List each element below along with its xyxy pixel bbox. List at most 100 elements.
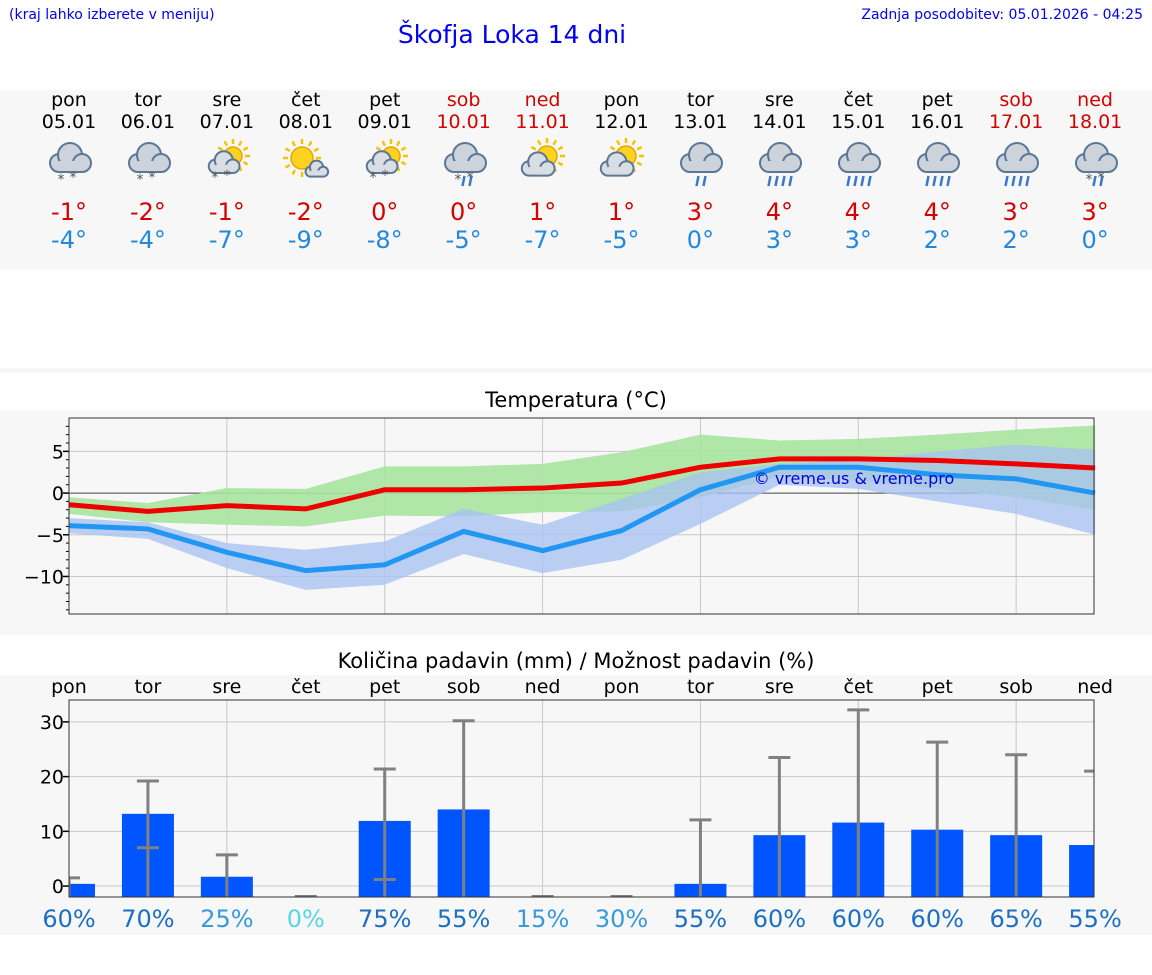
day-name: sre: [764, 89, 794, 111]
cloud-rain-icon: [680, 142, 724, 187]
cloud-sleet-icon: * *: [443, 142, 487, 188]
precip-bar: [69, 883, 95, 897]
day-name: tor: [134, 89, 162, 111]
day-column: sre 14.01: [729, 89, 829, 133]
precip-probability: 15%: [516, 905, 569, 933]
temp-min: -9°: [287, 226, 324, 254]
day-date: 06.01: [120, 111, 176, 133]
error-bar: [689, 818, 712, 897]
sun-cloud-icon: [520, 138, 565, 177]
day-column: sre 07.01: [177, 89, 277, 133]
x-tick-label: pet: [922, 676, 953, 698]
error-bar: [926, 740, 949, 897]
precip-probability: 55%: [437, 905, 490, 933]
y-tick-label: 10: [40, 821, 64, 843]
day-column: čet 15.01: [808, 89, 908, 133]
x-tick-label: pet: [369, 676, 400, 698]
day-name: ned: [524, 89, 561, 111]
day-column: ned 18.01: [1045, 89, 1145, 133]
svg-text:*: *: [454, 172, 461, 188]
day-column: čet 08.01: [256, 89, 356, 133]
temp-max: 3°: [686, 198, 715, 226]
day-column: tor 13.01: [650, 89, 750, 133]
day-column: sob 10.01: [414, 89, 514, 133]
precip-probability: 70%: [121, 905, 174, 933]
watermark: © vreme.us & vreme.pro: [754, 469, 955, 488]
day-name: sre: [212, 89, 242, 111]
precip-probability: 65%: [989, 905, 1042, 933]
precip-probability: 60%: [753, 905, 806, 933]
precip-probability: 0%: [287, 905, 325, 933]
y-tick-label: 0: [52, 876, 64, 898]
y-tick-label: 0: [52, 483, 64, 505]
day-date: 17.01: [988, 111, 1044, 133]
temp-min: 2°: [1002, 226, 1030, 254]
svg-text:*: *: [369, 170, 376, 186]
precip-probability: 55%: [1068, 905, 1121, 933]
location-hint: (kraj lahko izberete v meniju): [9, 7, 215, 23]
precip-probability: 30%: [595, 905, 648, 933]
day-date: 09.01: [357, 111, 412, 133]
x-tick-label: tor: [134, 676, 161, 698]
sun-cloud-snow-icon: * *: [207, 139, 250, 186]
divider: [0, 368, 1152, 373]
error-bar: [1005, 753, 1028, 897]
precip-probability: 60%: [911, 905, 964, 933]
temperature-chart: 5 0 −5 −10 © vreme.us & vreme.pro: [24, 417, 1096, 615]
sun-cloud-icon: [599, 138, 644, 177]
x-tick-label: čet: [291, 676, 321, 698]
day-name: sob: [999, 89, 1033, 111]
error-bar: [373, 767, 396, 897]
precip-probability: 60%: [42, 905, 95, 933]
sun-small-cloud-icon: [282, 139, 329, 178]
day-name: pet: [921, 89, 953, 111]
temperature-chart-title: Temperatura (°C): [485, 388, 667, 412]
temp-max: 4°: [844, 198, 872, 226]
day-date: 13.01: [673, 111, 728, 133]
temp-min: 2°: [923, 226, 951, 254]
svg-text:*: *: [466, 170, 473, 186]
temp-max: -1°: [51, 198, 87, 226]
y-tick-label: 5: [52, 441, 64, 463]
temp-max: 0°: [450, 198, 478, 226]
svg-text:*: *: [1098, 170, 1105, 186]
x-tick-label: sob: [447, 676, 481, 698]
day-date: 15.01: [831, 111, 886, 133]
svg-text:*: *: [211, 170, 218, 186]
day-name: pon: [51, 89, 87, 111]
cloud-heavy-rain-icon: [996, 142, 1040, 187]
temp-min: 3°: [765, 226, 793, 254]
error-bar: [768, 755, 791, 897]
svg-text:*: *: [381, 168, 388, 184]
x-tick-label: čet: [844, 676, 874, 698]
day-date: 08.01: [278, 111, 333, 133]
temp-max: 1°: [528, 198, 557, 226]
temp-max: -2°: [129, 198, 166, 226]
min-temp-line: [68, 464, 1096, 574]
x-tick-label: ned: [1077, 676, 1113, 698]
y-tick-label: 30: [40, 712, 64, 734]
day-column: sob 17.01: [966, 89, 1066, 133]
forecast-strip: [0, 90, 1152, 270]
day-name: sob: [446, 89, 481, 111]
temp-min: -5°: [445, 226, 482, 254]
cloud-heavy-rain-icon: [917, 142, 961, 187]
day-name: pon: [603, 89, 640, 111]
x-tick-label: pon: [51, 676, 87, 698]
day-date: 18.01: [1067, 111, 1123, 133]
precip-probability: 55%: [674, 905, 727, 933]
x-tick-label: ned: [525, 676, 561, 698]
error-bar: [847, 708, 870, 897]
day-date: 11.01: [515, 111, 570, 133]
day-column: tor 06.01: [98, 89, 198, 133]
day-date: 14.01: [752, 111, 807, 133]
sun-cloud-snow-icon: * *: [365, 139, 408, 186]
temp-min: 0°: [1081, 226, 1109, 254]
precip-probability: 60%: [832, 905, 885, 933]
precip-probability: 75%: [358, 905, 411, 933]
temp-max: -2°: [287, 198, 324, 226]
svg-text:*: *: [148, 170, 155, 186]
svg-text:*: *: [223, 168, 230, 184]
day-column: pet 16.01: [887, 89, 987, 133]
precip-chart-title: Količina padavin (mm) / Možnost padavin …: [337, 649, 815, 673]
